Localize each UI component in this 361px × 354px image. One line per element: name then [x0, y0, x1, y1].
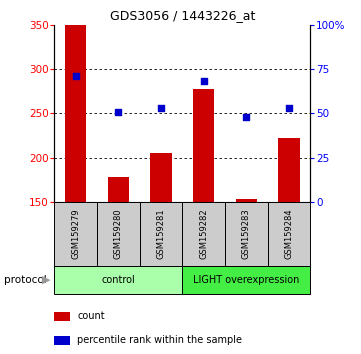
- Text: GSM159281: GSM159281: [156, 208, 165, 259]
- Text: ▶: ▶: [42, 275, 50, 285]
- Bar: [54, 266, 182, 294]
- Point: [73, 73, 78, 79]
- Point: [286, 105, 292, 111]
- Text: GSM159283: GSM159283: [242, 208, 251, 259]
- Bar: [225, 202, 268, 266]
- Text: LIGHT overexpression: LIGHT overexpression: [193, 275, 300, 285]
- Text: GSM159284: GSM159284: [284, 208, 293, 259]
- Point: [158, 105, 164, 111]
- Text: protocol: protocol: [4, 275, 46, 285]
- Point: [201, 79, 206, 84]
- Bar: [54, 202, 97, 266]
- Text: GSM159282: GSM159282: [199, 208, 208, 259]
- Text: count: count: [77, 312, 105, 321]
- Point: [243, 114, 249, 120]
- Bar: [54, 336, 70, 345]
- Bar: [140, 202, 182, 266]
- Bar: [278, 138, 300, 202]
- Text: GSM159280: GSM159280: [114, 208, 123, 259]
- Text: control: control: [101, 275, 135, 285]
- Bar: [97, 202, 140, 266]
- Text: percentile rank within the sample: percentile rank within the sample: [77, 335, 242, 346]
- Bar: [193, 88, 214, 202]
- Title: GDS3056 / 1443226_at: GDS3056 / 1443226_at: [110, 9, 255, 22]
- Bar: [182, 202, 225, 266]
- Bar: [182, 266, 310, 294]
- Bar: [268, 202, 310, 266]
- Text: GSM159279: GSM159279: [71, 208, 80, 259]
- Bar: [236, 199, 257, 202]
- Bar: [150, 153, 171, 202]
- Bar: [65, 25, 86, 202]
- Bar: [108, 177, 129, 202]
- Bar: [54, 312, 70, 321]
- Point: [115, 109, 121, 114]
